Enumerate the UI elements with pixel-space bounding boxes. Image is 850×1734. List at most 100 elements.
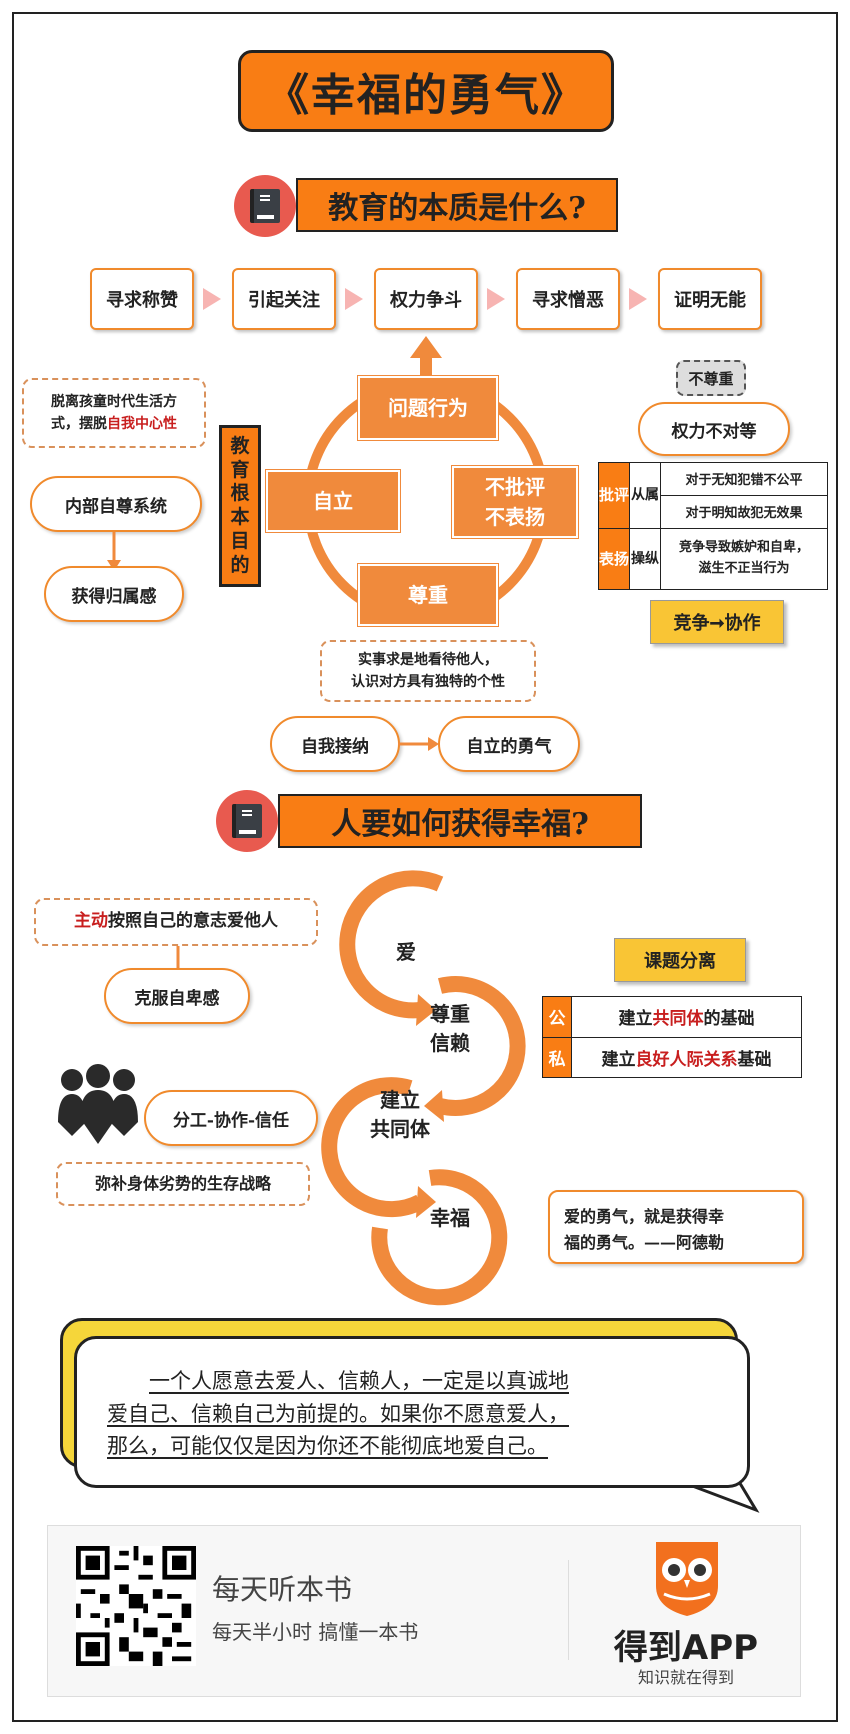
speech-bubble: 一个人愿意去爱人、信赖人，一定是以真诚地 爱自己、信赖自己为前提的。如果你不愿意… bbox=[74, 1336, 750, 1488]
table-cell: 竞争导致嫉妒和自卑， 滋生不正当行为 bbox=[660, 527, 828, 591]
task-separation: 课题分离 bbox=[614, 938, 746, 982]
happiness-chain bbox=[321, 870, 526, 1306]
division-cooperation-trust: 分工-协作-信任 bbox=[144, 1090, 318, 1146]
node-no-criticism-no-praise: 不批评 不表扬 bbox=[452, 466, 578, 538]
inner-self-esteem-system: 内部自尊系统 bbox=[30, 476, 202, 532]
respect-note: 实事求是地看待他人， 认识对方具有独特的个性 bbox=[320, 640, 536, 702]
arrow-right-icon bbox=[416, 994, 436, 1026]
bubble-line: 爱自己、信赖自己为前提的。如果你不愿意爱人， bbox=[107, 1401, 569, 1426]
cell-text: 建立 bbox=[618, 1009, 653, 1030]
arrow-right-icon bbox=[629, 288, 647, 310]
criticize-tag: 批评 bbox=[598, 462, 630, 529]
people-group-icon bbox=[58, 1064, 138, 1144]
chain-arc-respect bbox=[437, 976, 526, 1116]
chain-arc-love bbox=[339, 870, 444, 1019]
cell-highlight: 共同体 bbox=[652, 1009, 704, 1030]
book-icon bbox=[234, 175, 296, 237]
step-prove-incompetence: 证明无能 bbox=[658, 268, 762, 330]
praise-tag: 表扬 bbox=[598, 527, 630, 591]
step-seek-praise: 寻求称赞 bbox=[90, 268, 194, 330]
section2-header: 人要如何获得幸福? bbox=[278, 794, 642, 848]
arrow-right-icon bbox=[345, 288, 363, 310]
adler-quote: 爱的勇气，就是获得幸 福的勇气。——阿德勒 bbox=[548, 1190, 804, 1264]
node-no-praise: 不表扬 bbox=[485, 505, 545, 529]
node-no-criticism: 不批评 bbox=[485, 475, 545, 499]
cell-text: 建立 bbox=[601, 1049, 636, 1070]
cell-line: 滋生不正当行为 bbox=[698, 560, 790, 576]
chain-text: 尊重 bbox=[430, 1002, 470, 1026]
chain-love: 爱 bbox=[396, 940, 416, 964]
footer-subtitle: 每天半小时 搞懂一本书 bbox=[212, 1620, 419, 1644]
note-text: 式，摆脱 bbox=[51, 416, 107, 432]
public-cell: 建立共同体的基础 bbox=[571, 996, 802, 1038]
public-private-table: 公 建立共同体的基础 私 建立良好人际关系基础 bbox=[542, 996, 802, 1078]
chain-text: 建立 bbox=[380, 1088, 420, 1112]
note-line: 认识对方具有独特的个性 bbox=[351, 674, 505, 690]
note-line: 式，摆脱自我中心性 bbox=[51, 413, 177, 435]
note-line: 实事求是地看待他人， bbox=[358, 651, 498, 668]
arrow-right-icon bbox=[398, 737, 439, 751]
book-icon bbox=[216, 790, 278, 852]
leave-childhood-note: 脱离孩童时代生活方 式，摆脱自我中心性 bbox=[22, 378, 206, 448]
criticism-praise-table: 批评 从属 对于无知犯错不公平 对于明知故犯无效果 表扬 操纵 竞争导致嫉妒和自… bbox=[598, 462, 828, 591]
arrow-down-icon bbox=[107, 532, 121, 571]
brand-slogan: 知识就在得到 bbox=[637, 1668, 734, 1687]
step-power-struggle: 权力争斗 bbox=[374, 268, 478, 330]
purpose-char: 本 bbox=[230, 506, 250, 528]
cell-text: 基础 bbox=[737, 1049, 772, 1070]
private-cell: 建立良好人际关系基础 bbox=[571, 1036, 802, 1078]
node-problem-behavior: 问题行为 bbox=[358, 376, 498, 440]
footer-divider bbox=[568, 1560, 569, 1660]
quote-line: 福的勇气。——阿德勒 bbox=[564, 1232, 725, 1252]
gain-belonging: 获得归属感 bbox=[44, 566, 184, 622]
step-seek-attention: 引起关注 bbox=[232, 268, 336, 330]
arrow-up-icon bbox=[410, 336, 442, 380]
chain-happiness: 幸福 bbox=[430, 1206, 470, 1230]
purpose-char: 目 bbox=[230, 529, 250, 552]
self-acceptance: 自我接纳 bbox=[270, 716, 400, 772]
private-tag: 私 bbox=[542, 1036, 572, 1078]
note-line: 脱离孩童时代生活方 bbox=[51, 393, 177, 410]
chain-build-community: 建立 共同体 bbox=[360, 1086, 440, 1144]
power-inequality: 权力不对等 bbox=[638, 402, 790, 456]
section1-header: 教育的本质是什么? bbox=[296, 178, 618, 232]
bubble-line: 那么，可能仅仅是因为你还不能彻底地爱自己。 bbox=[107, 1434, 548, 1459]
education-purpose: 教 育 根 本 目 的 bbox=[219, 425, 261, 587]
competition-to-cooperation: 竞争➞协作 bbox=[650, 600, 784, 644]
brand-name: 得到APP bbox=[613, 1628, 759, 1668]
chain-text: 共同体 bbox=[370, 1117, 430, 1141]
chain-arc-happiness bbox=[371, 1169, 508, 1306]
disrespect-tag: 不尊重 bbox=[676, 360, 746, 396]
cell-highlight: 良好人际关系 bbox=[635, 1049, 738, 1070]
node-respect: 尊重 bbox=[358, 564, 498, 626]
arrow-right-icon bbox=[416, 1186, 436, 1218]
qr-code[interactable] bbox=[76, 1546, 196, 1666]
survival-strategy: 弥补身体劣势的生存战略 bbox=[56, 1162, 310, 1206]
arrow-right-icon bbox=[487, 288, 505, 310]
courage-of-independence: 自立的勇气 bbox=[438, 716, 580, 772]
purpose-char: 的 bbox=[230, 553, 250, 576]
purpose-char: 育 bbox=[230, 458, 250, 481]
chain-respect-trust: 尊重 信赖 bbox=[420, 1000, 480, 1058]
active-love-note: 主动 按照自己的意志爱他人 bbox=[34, 898, 318, 946]
step-seek-hatred: 寻求憎恶 bbox=[516, 268, 620, 330]
public-tag: 公 bbox=[542, 996, 572, 1038]
page-frame bbox=[12, 12, 838, 1722]
cell-text: 的基础 bbox=[703, 1009, 755, 1030]
purpose-char: 根 bbox=[230, 482, 250, 505]
active-highlight: 主动 bbox=[74, 911, 108, 932]
active-text: 按照自己的意志爱他人 bbox=[108, 911, 278, 932]
arrow-left-icon bbox=[424, 1090, 444, 1122]
cell-line: 竞争导致嫉妒和自卑， bbox=[678, 539, 809, 555]
table-cell: 对于无知犯错不公平 bbox=[660, 462, 828, 496]
overcome-inferiority: 克服自卑感 bbox=[104, 968, 250, 1024]
note-highlight: 自我中心性 bbox=[107, 416, 177, 432]
owl-logo-icon bbox=[656, 1542, 718, 1616]
quote-line: 爱的勇气，就是获得幸 bbox=[564, 1207, 725, 1226]
bubble-line: 一个人愿意去爱人、信赖人，一定是以真诚地 bbox=[149, 1369, 569, 1393]
purpose-char: 教 bbox=[230, 434, 250, 457]
chain-text: 信赖 bbox=[430, 1031, 470, 1055]
footer-title: 每天听本书 bbox=[212, 1573, 353, 1606]
chain-arc-community bbox=[321, 1077, 424, 1218]
page-title: 《幸福的勇气》 bbox=[238, 50, 614, 132]
